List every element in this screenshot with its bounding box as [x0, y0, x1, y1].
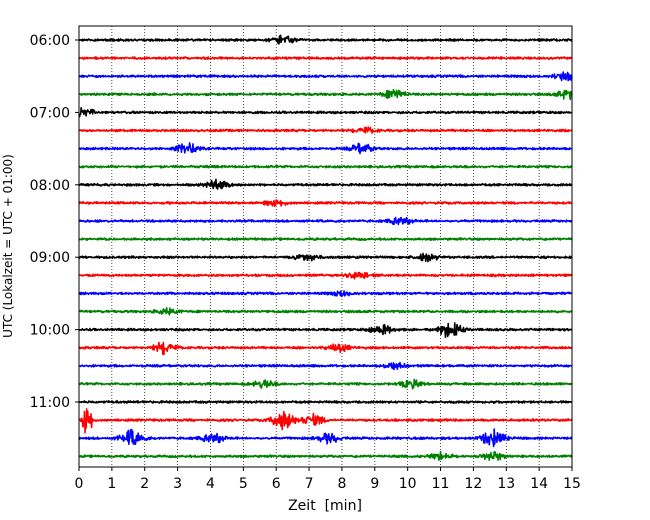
trace-line: [78, 252, 573, 263]
x-axis-ticks: 0 1 2 3 4 5 6 7 8 9 10 11 12 13 14 15: [75, 467, 581, 492]
y-tick-label: 11:00: [30, 395, 70, 411]
y-tick-label: 10:00: [30, 323, 70, 339]
x-tick-label: 2: [140, 476, 149, 492]
trace-line: [78, 216, 573, 226]
x-tick-label: 15: [563, 476, 581, 492]
x-tick-label: 1: [107, 476, 116, 492]
trace-line: [78, 237, 573, 241]
trace-line: [78, 56, 573, 60]
trace-line: [78, 408, 573, 434]
trace-line: [78, 290, 573, 298]
x-tick-label: 10: [399, 476, 417, 492]
trace-line: [78, 271, 573, 280]
plot-frame: [78, 25, 573, 468]
y-tick-label: 06:00: [30, 33, 70, 49]
x-tick-label: 3: [173, 476, 182, 492]
trace-line: [78, 71, 573, 82]
x-axis-label: Zeit [min]: [288, 498, 362, 514]
trace-line: [78, 106, 573, 118]
x-tick-label: 0: [75, 476, 84, 492]
x-tick-label: 11: [432, 476, 450, 492]
trace-line: [78, 199, 573, 207]
x-tick-label: 5: [239, 476, 248, 492]
trace-line: [78, 34, 573, 45]
x-tick-label: 4: [206, 476, 215, 492]
trace-line: [78, 306, 573, 316]
trace-line: [78, 89, 573, 101]
trace-line: [78, 450, 573, 461]
trace-line: [78, 164, 573, 169]
trace-line: [78, 361, 573, 371]
x-tick-label: 14: [530, 476, 548, 492]
x-tick-label: 6: [272, 476, 281, 492]
trace-line: [78, 178, 573, 190]
x-tick-label: 7: [305, 476, 314, 492]
x-tick-label: 9: [370, 476, 379, 492]
y-tick-label: 08:00: [30, 178, 70, 194]
x-tick-label: 8: [337, 476, 346, 492]
trace-line: [78, 322, 573, 339]
y-tick-label: 07:00: [30, 105, 70, 121]
trace-line: [78, 341, 573, 356]
seismic-traces: [78, 34, 573, 461]
y-axis-label: UTC (Lokalzeit = UTC + 01:00): [1, 154, 15, 338]
y-tick-label: 09:00: [30, 250, 70, 266]
trace-line: [78, 400, 573, 404]
y-axis-ticks: 06:00 07:00 08:00 09:00 10:00 11:00: [30, 33, 79, 411]
trace-line: [78, 428, 573, 448]
x-tick-label: 13: [497, 476, 515, 492]
plot-area: [79, 26, 572, 467]
x-tick-label: 12: [464, 476, 482, 492]
trace-line: [78, 142, 573, 155]
trace-line: [78, 126, 573, 134]
trace-line: [78, 378, 573, 390]
